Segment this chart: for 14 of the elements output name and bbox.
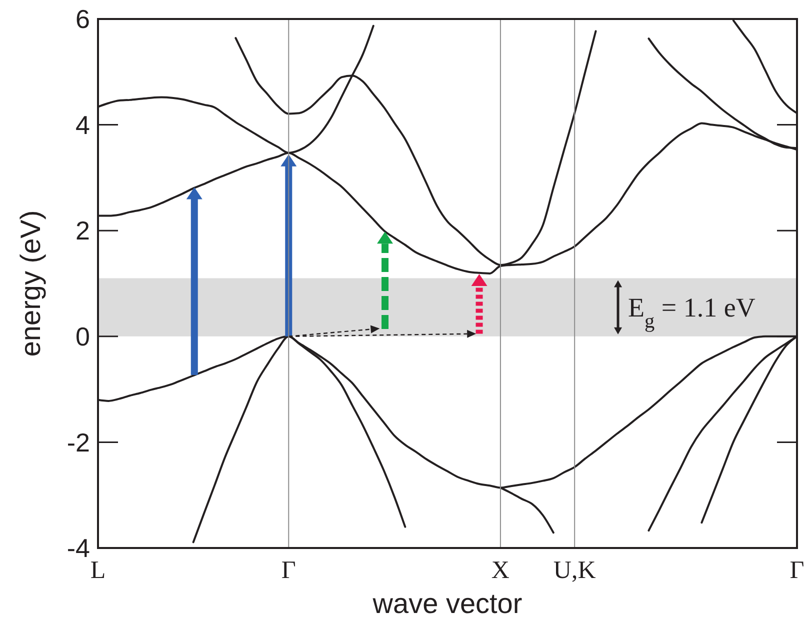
x-axis-title: wave vector — [372, 588, 522, 619]
y-tick-label: 4 — [76, 110, 90, 140]
y-axis-title: energy (eV) — [15, 210, 46, 357]
x-tick-label: U,K — [553, 557, 596, 584]
x-tick-label: Γ — [790, 557, 804, 584]
x-tick-label: L — [90, 557, 106, 584]
y-tick-label: -2 — [66, 427, 90, 458]
y-tick-label: -4 — [66, 533, 90, 564]
band-label: E$_{g}$ = 1.1 eV — [628, 292, 756, 332]
x-tick-label: X — [491, 557, 510, 584]
y-tick-label: 2 — [76, 216, 90, 246]
y-tick-label: 0 — [76, 322, 90, 352]
x-tick-label: Γ — [281, 557, 296, 584]
y-tick-label: 6 — [76, 4, 90, 34]
